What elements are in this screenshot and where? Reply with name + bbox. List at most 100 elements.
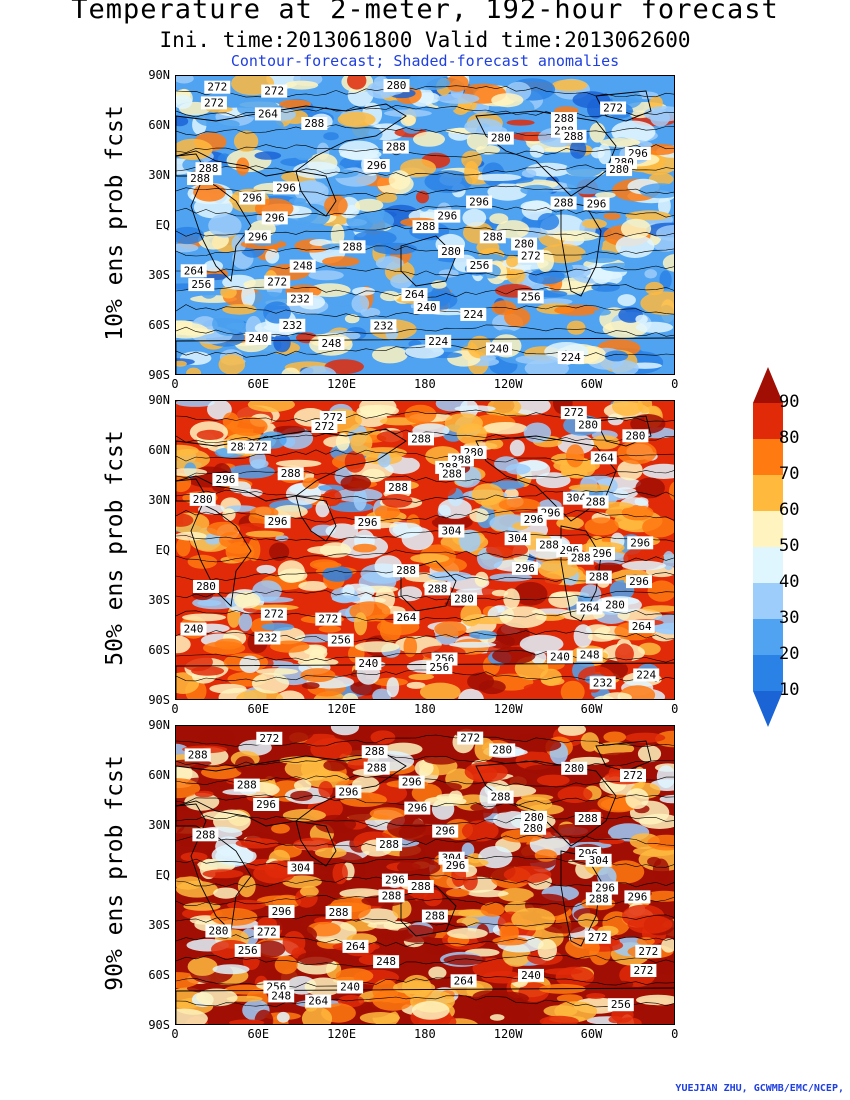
shade-cell bbox=[425, 942, 445, 956]
contour-label: 296 bbox=[335, 785, 362, 799]
lat-tick-label: 90N bbox=[148, 68, 170, 82]
shade-cell bbox=[492, 936, 528, 946]
contour-label-text: 280 bbox=[605, 598, 625, 611]
contour-label: 264 bbox=[254, 107, 281, 121]
shade-cell bbox=[239, 655, 260, 673]
shade-cell bbox=[294, 779, 312, 792]
contour-label-text: 288 bbox=[491, 791, 511, 804]
contour-label-text: 280 bbox=[492, 743, 512, 756]
shade-cell bbox=[557, 786, 593, 803]
contour-label-text: 280 bbox=[625, 429, 645, 442]
shade-cell bbox=[176, 468, 208, 477]
contour-label: 240 bbox=[413, 301, 440, 315]
contour-label: 288 bbox=[407, 880, 434, 893]
contour-label-text: 296 bbox=[358, 516, 378, 529]
shade-cell bbox=[315, 847, 347, 859]
shade-cell bbox=[390, 274, 413, 289]
contour-label-text: 288 bbox=[365, 745, 385, 758]
shade-cell bbox=[295, 634, 337, 643]
shade-cell bbox=[408, 673, 434, 681]
shade-cell bbox=[505, 463, 531, 475]
shade-cell bbox=[476, 240, 500, 255]
contour-label: 304 bbox=[438, 524, 465, 538]
contour-label: 296 bbox=[264, 515, 291, 529]
shade-cell bbox=[428, 966, 447, 980]
coastline bbox=[560, 525, 602, 622]
shade-cell bbox=[642, 463, 674, 479]
shade-cell bbox=[544, 968, 583, 975]
contour-label: 296 bbox=[589, 547, 615, 560]
shade-cell bbox=[627, 915, 673, 934]
shade-cell bbox=[301, 1006, 333, 1024]
lat-tick-label: 90N bbox=[148, 393, 170, 407]
coastline bbox=[595, 740, 652, 772]
shade-cell bbox=[521, 169, 537, 178]
shade-cell bbox=[374, 505, 401, 519]
contour-label: 280 bbox=[521, 810, 547, 824]
contour-label-text: 264 bbox=[594, 451, 614, 464]
colorbar-level-label: 90 bbox=[779, 392, 800, 412]
contour-label: 272 bbox=[311, 420, 338, 433]
contour-label-text: 256 bbox=[470, 259, 490, 272]
shade-cell bbox=[652, 980, 674, 999]
shade-cell bbox=[388, 170, 411, 190]
shade-cell bbox=[322, 256, 360, 267]
shade-cell bbox=[487, 401, 522, 416]
shade-cell bbox=[176, 444, 199, 457]
shade-cell bbox=[290, 790, 313, 802]
contour-label-text: 288 bbox=[281, 467, 301, 480]
colorbar-level-label: 70 bbox=[779, 464, 800, 484]
shade-cell bbox=[282, 931, 306, 955]
contour-label: 264 bbox=[576, 601, 603, 615]
shade-cell bbox=[403, 636, 418, 658]
contour-label-text: 232 bbox=[282, 319, 302, 332]
shade-cell bbox=[372, 688, 392, 699]
shade-cell bbox=[617, 460, 643, 481]
shade-cell bbox=[395, 727, 413, 734]
contour-label: 296 bbox=[268, 905, 295, 918]
contour-label-text: 272 bbox=[564, 406, 584, 419]
contour-label-text: 304 bbox=[508, 532, 528, 545]
contour-label: 280 bbox=[189, 492, 216, 506]
shade-cell bbox=[586, 993, 606, 999]
shade-cell bbox=[424, 170, 473, 193]
lon-tick-label: 180 bbox=[414, 702, 436, 716]
contour-label: 272 bbox=[256, 731, 283, 745]
shade-cell bbox=[617, 440, 657, 465]
shade-cell bbox=[466, 131, 489, 151]
contour-label: 288 bbox=[325, 906, 352, 919]
shade-cell bbox=[372, 979, 399, 1003]
shade-cell bbox=[176, 116, 189, 127]
contour-label: 232 bbox=[370, 319, 397, 333]
lat-tick-label: 60S bbox=[148, 318, 170, 332]
shade-cell bbox=[637, 401, 653, 414]
shade-cell bbox=[621, 505, 654, 521]
contour-label: 272 bbox=[600, 101, 627, 115]
shade-cell bbox=[511, 401, 551, 415]
contour-label: 280 bbox=[561, 761, 588, 775]
contour-label-text: 296 bbox=[630, 536, 650, 549]
contour-label: 232 bbox=[287, 292, 313, 306]
contour-line bbox=[176, 954, 674, 968]
contour-label: 288 bbox=[376, 837, 403, 851]
shade-cell bbox=[656, 225, 674, 242]
shade-cell bbox=[647, 580, 674, 602]
shade-cell bbox=[265, 249, 280, 264]
shade-cell bbox=[319, 542, 352, 558]
contour-label-text: 272 bbox=[638, 945, 658, 958]
contour-label-text: 240 bbox=[521, 969, 541, 982]
lon-tick-label: 60E bbox=[247, 377, 270, 391]
shade-cell bbox=[271, 823, 290, 834]
contour-line bbox=[176, 489, 674, 503]
contour-label-text: 288 bbox=[329, 906, 349, 919]
shade-cell bbox=[234, 592, 261, 609]
shade-cell bbox=[359, 1012, 400, 1024]
shade-cell bbox=[543, 922, 586, 934]
contour-label-text: 264 bbox=[308, 995, 328, 1008]
contour-line bbox=[176, 164, 674, 177]
contour-label-text: 272 bbox=[204, 96, 224, 109]
lon-tick-label: 0 bbox=[671, 377, 679, 391]
contour-label: 288 bbox=[479, 230, 506, 244]
shade-cell bbox=[256, 895, 299, 907]
